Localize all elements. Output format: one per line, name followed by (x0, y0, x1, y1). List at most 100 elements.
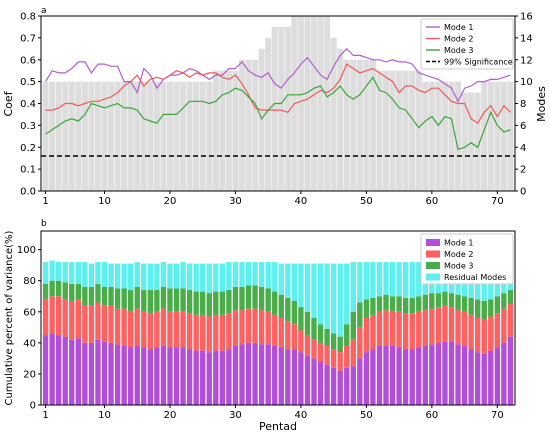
modes-bar (42, 81, 49, 191)
stacked-bar-segment-mode-3 (304, 311, 311, 336)
modes-bar (363, 59, 370, 191)
y-tick-label: 80 (23, 276, 36, 287)
stacked-bar-segment-mode-1 (370, 349, 376, 405)
stacked-bar-segment-mode-1 (200, 350, 206, 405)
modes-bar (81, 81, 88, 191)
legend-swatch (426, 273, 440, 281)
stacked-bar-segment-mode-3 (272, 291, 278, 315)
modes-bar (409, 70, 416, 191)
stacked-bar-segment-mode-3 (422, 294, 428, 311)
modes-bar (271, 26, 278, 191)
stacked-bar-segment-mode-1 (88, 342, 95, 405)
modes-bar (238, 59, 246, 191)
stacked-bar-segment-residual-modes (311, 263, 317, 318)
stacked-bar-segment-mode-2 (245, 308, 252, 343)
stacked-bar-segment-mode-2 (226, 313, 232, 350)
modes-bar (173, 81, 180, 191)
stacked-bar-segment-mode-1 (121, 345, 127, 405)
stacked-bar-segment-mode-2 (416, 311, 422, 348)
stacked-bar-segment-mode-2 (488, 316, 494, 351)
modes-bar (160, 81, 167, 191)
modes-bar (94, 81, 101, 191)
stacked-bar-segment-mode-1 (350, 366, 356, 405)
stacked-bar-segment-mode-2 (258, 310, 265, 345)
x-tick-label: 60 (425, 410, 438, 421)
stacked-bar-segment-residual-modes (114, 263, 121, 289)
stacked-bar-segment-mode-3 (180, 288, 186, 312)
stacked-bar-segment-mode-3 (376, 296, 383, 312)
stacked-bar-segment-mode-1 (317, 361, 324, 405)
modes-bar (265, 37, 272, 191)
stacked-bar-segment-mode-1 (193, 350, 199, 405)
stacked-bar-segment-residual-modes (69, 262, 75, 284)
stacked-bar-segment-mode-2 (272, 314, 278, 346)
stacked-bar-segment-mode-2 (285, 321, 291, 350)
stacked-bar-segment-mode-1 (265, 344, 271, 405)
stacked-bar-segment-mode-1 (232, 345, 239, 405)
modes-bar (166, 81, 173, 191)
modes-bar (455, 81, 462, 191)
modes-bar (232, 70, 239, 191)
stacked-bar-segment-mode-3 (291, 300, 298, 325)
x-tick-label: 20 (164, 410, 177, 421)
stacked-bar-segment-mode-2 (396, 311, 402, 348)
stacked-bar-segment-mode-1 (82, 342, 88, 405)
stacked-bar-segment-mode-1 (180, 347, 186, 405)
stacked-bar-segment-mode-3 (370, 297, 376, 315)
series-line-mode-3 (45, 76, 511, 151)
x-tick-label: 60 (425, 196, 438, 207)
stacked-bar-segment-mode-2 (75, 299, 82, 339)
modes-bar (88, 81, 95, 191)
stacked-bar-segment-residual-modes (141, 263, 147, 291)
stacked-bar-segment-mode-2 (304, 335, 311, 356)
x-tick-label: 1 (42, 196, 48, 207)
stacked-bar-segment-mode-1 (488, 350, 494, 405)
stacked-bar-segment-mode-3 (494, 296, 501, 314)
stacked-bar-segment-mode-3 (285, 297, 291, 322)
stacked-bar-segment-mode-3 (147, 290, 154, 314)
legend-label: Mode 1 (444, 239, 473, 248)
y-tick-label: 0.3 (20, 121, 36, 132)
stacked-bar-segment-residual-modes (62, 262, 68, 283)
modes-bar (396, 70, 403, 191)
stacked-bar-segment-mode-3 (402, 297, 409, 314)
stacked-bar-segment-mode-2 (239, 310, 245, 345)
stacked-bar-segment-mode-2 (121, 308, 127, 346)
stacked-bar-segment-mode-3 (226, 290, 232, 314)
stacked-bar-segment-residual-modes (213, 263, 219, 292)
modes-bar (389, 70, 396, 191)
modes-bar (402, 70, 409, 191)
stacked-bar-segment-mode-1 (213, 350, 219, 405)
stacked-bar-segment-mode-1 (344, 367, 350, 405)
stacked-bar-segment-mode-3 (193, 291, 199, 315)
stacked-bar-segment-mode-3 (160, 286, 167, 309)
stacked-bar-segment-mode-1 (442, 341, 448, 405)
modes-bar (127, 81, 134, 191)
stacked-bar-segment-mode-3 (363, 299, 370, 318)
stacked-bar-segment-mode-1 (383, 345, 389, 405)
stacked-bar-segment-mode-2 (232, 310, 239, 346)
y2-tick-label: 12 (520, 55, 533, 66)
stacked-bar-segment-mode-1 (357, 358, 363, 405)
stacked-bar-segment-residual-modes (344, 263, 350, 325)
stacked-bar-segment-mode-3 (455, 294, 461, 311)
stacked-bar-segment-residual-modes (147, 263, 154, 291)
stacked-bar-segment-mode-2 (448, 307, 455, 342)
modes-bar (114, 81, 121, 191)
modes-bar (297, 16, 304, 191)
stacked-bar-segment-mode-3 (42, 283, 49, 300)
y2-tick-label: 0 (520, 187, 526, 198)
y2-tick-label: 16 (520, 12, 533, 23)
stacked-bar-segment-mode-2 (376, 311, 383, 346)
stacked-bar-segment-mode-3 (128, 290, 134, 312)
stacked-bar-segment-mode-3 (95, 283, 101, 303)
modes-bar (62, 81, 69, 191)
stacked-bar-segment-mode-3 (265, 288, 271, 312)
legend-label: Mode 1 (444, 23, 473, 32)
stacked-bar-segment-mode-1 (435, 342, 442, 405)
stacked-bar-segment-mode-1 (494, 347, 501, 405)
stacked-bar-segment-residual-modes (291, 263, 298, 301)
stacked-bar-segment-mode-2 (501, 308, 507, 343)
stacked-bar-segment-mode-1 (311, 358, 317, 405)
x-tick-label: 50 (360, 196, 373, 207)
